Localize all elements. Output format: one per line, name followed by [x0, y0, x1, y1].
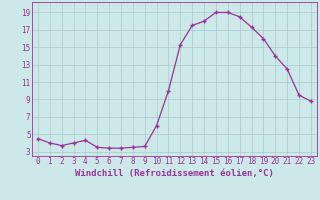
X-axis label: Windchill (Refroidissement éolien,°C): Windchill (Refroidissement éolien,°C) — [75, 169, 274, 178]
